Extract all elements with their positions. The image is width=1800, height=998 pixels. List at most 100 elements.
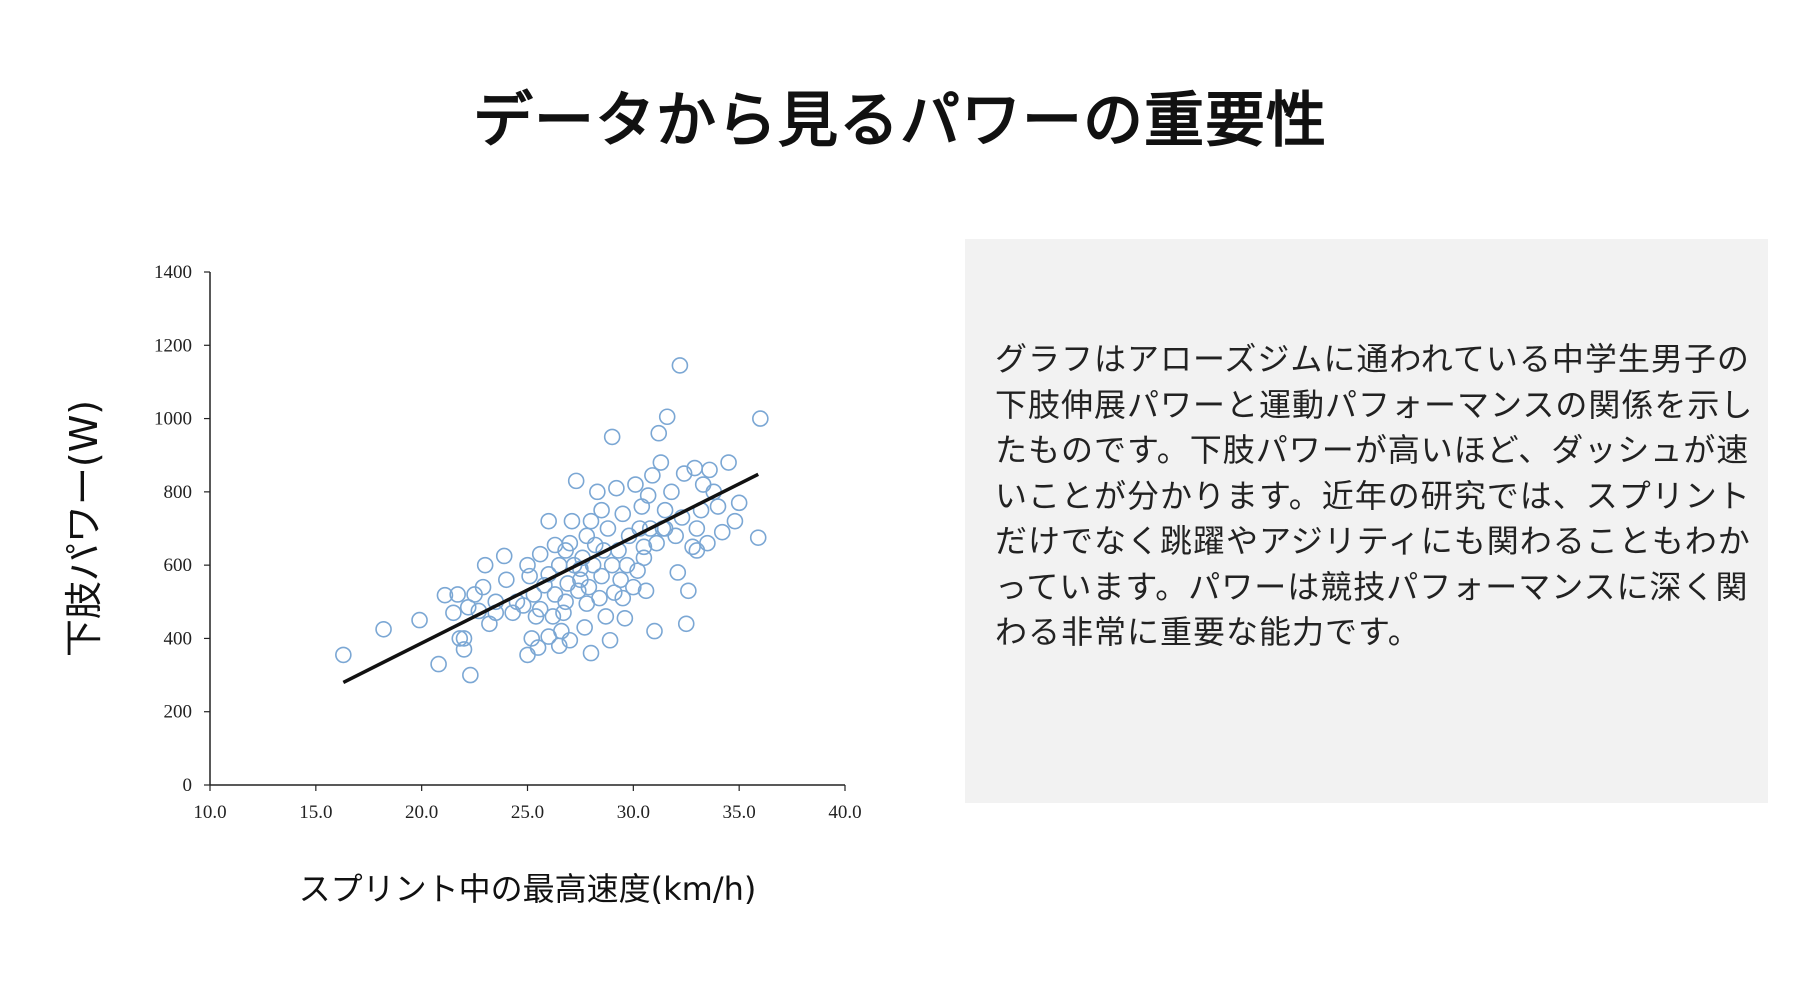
scatter-point [669,564,687,581]
scatter-point [627,476,644,493]
scatter-point [531,545,549,563]
scatter-point [677,615,695,633]
scatter-point [688,542,706,559]
scatter-point [569,582,587,600]
scatter-point [752,410,769,427]
scatter-point [699,534,716,552]
scatter-point [557,593,574,611]
scatter-point [561,631,579,649]
x-tick-label: 40.0 [828,802,861,823]
scatter-point [603,556,621,574]
scatter-point [593,567,610,585]
scatter-point [567,472,585,490]
x-tick-label: 25.0 [511,802,544,823]
scatter-point [445,604,462,622]
scatter-point [578,527,596,545]
scatter-point [608,479,625,497]
scatter-point [582,512,600,530]
scatter-point [540,512,557,530]
scatter-point [701,461,718,479]
scatter-point [589,483,606,501]
scatter-point [411,611,428,629]
slide-title: データから見るパワーの重要性 [473,86,1327,156]
scatter-point [713,523,731,541]
scatter-point [688,520,706,537]
scatter-point [553,622,570,640]
chart-svg: 0 200 400 600 800 1000 1200 1400 10.0 15.0 20.0 25.… [62,262,862,908]
scatter-point [462,666,479,684]
scatter-point [616,609,634,627]
scatter-point [597,608,615,625]
x-tick-label: 35.0 [723,802,756,823]
x-tick-label: 15.0 [299,802,332,823]
scatter-point [694,476,712,493]
x-tick-label: 10.0 [193,802,226,823]
scatter-point [663,483,680,501]
scatter-point [519,646,536,664]
scatter-point [430,655,447,673]
scatter-point [375,620,392,638]
scatter-point [586,536,604,554]
scatter-point [671,357,689,374]
scatter-point [646,622,663,640]
scatter-point [544,608,562,625]
y-tick-label: 1000 [154,409,192,430]
scatter-point [555,604,572,622]
scatter-point [449,586,466,603]
scatter-point [637,582,655,600]
y-tick-label: 200 [164,702,193,723]
scatter-point [474,578,492,596]
y-tick-label: 800 [164,482,193,503]
scatter-point [531,600,549,618]
x-axis-title: スプリント中の最高速度(km/h) [299,870,757,908]
scatter-point [633,498,651,515]
scatter-point [656,501,674,519]
scatter-point [720,454,737,471]
scatter-point [498,571,515,589]
y-axis-title: 下肢パワー(W) [62,400,106,657]
scatter-point [521,567,538,585]
x-tick-label: 30.0 [617,802,650,823]
scatter-point [523,630,541,647]
scatter-point [481,615,498,633]
y-tick-label: 0 [183,775,193,796]
scatter-point [580,578,598,596]
scatter-point [495,547,513,565]
scatter-point [561,534,579,552]
scatter-point [635,538,653,556]
scatter-point [675,465,693,482]
scatter-point [455,641,473,658]
scatter-point [436,586,454,604]
scatter-point [529,639,547,656]
scatter-point [599,520,617,537]
scatter-point [614,505,632,523]
scatter-point [730,494,748,512]
scatter-point [455,630,473,647]
scatter-point [519,556,536,574]
scatter-point [652,454,670,471]
scatter-point [658,408,676,426]
scatter-point [591,589,608,607]
scatter-point [644,467,661,484]
scatter-point [593,501,610,519]
y-tick-label: 1200 [154,335,192,356]
y-tick-label: 1400 [154,262,192,283]
description-text: グラフはアローズジムに通われている中学生男子の下肢伸展パワーと運動パフォーマンス… [995,340,1754,651]
scatter-point [635,549,653,567]
scatter-point [563,512,581,530]
scatter-point [476,556,494,574]
scatter-point [576,619,593,636]
scatter-point [709,498,727,515]
scatter-point [684,538,701,556]
scatter-point [625,578,642,596]
scatter-chart: 0 200 400 600 800 1000 1200 1400 10.0 15.0 20.0 25.… [40,240,940,940]
y-tick-label: 400 [164,628,193,649]
scatter-point [650,424,668,442]
scatter-point [582,644,600,662]
scatter-point [614,589,632,607]
trend-line [342,472,760,684]
scatter-point [680,582,697,600]
x-tick-label: 20.0 [405,802,438,823]
scatter-point [648,534,665,552]
description-panel: グラフはアローズジムに通われている中学生男子の下肢伸展パワーと運動パフォーマンス… [965,239,1768,803]
